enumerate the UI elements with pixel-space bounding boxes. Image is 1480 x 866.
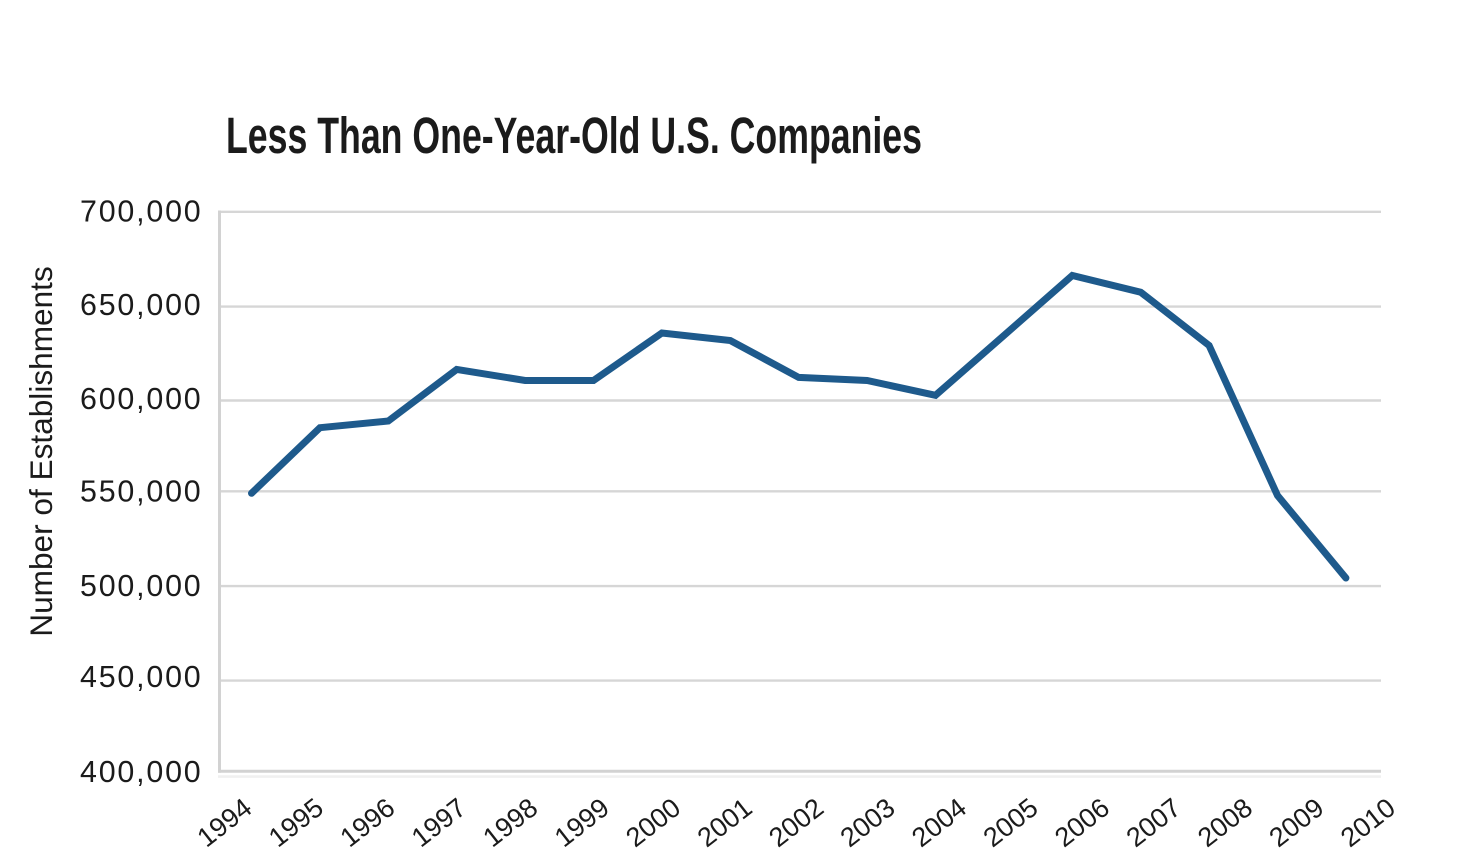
- svg-text:2006: 2006: [1049, 792, 1115, 853]
- svg-text:2007: 2007: [1121, 792, 1187, 853]
- svg-text:Number of Establishments: Number of Establishments: [23, 266, 59, 637]
- svg-text:2010: 2010: [1335, 792, 1401, 853]
- svg-text:1995: 1995: [263, 792, 329, 853]
- svg-text:2003: 2003: [835, 792, 901, 853]
- svg-text:2002: 2002: [763, 792, 829, 853]
- svg-text:1996: 1996: [335, 792, 401, 853]
- svg-text:500,000: 500,000: [80, 569, 202, 603]
- svg-text:1998: 1998: [477, 792, 543, 853]
- svg-text:2000: 2000: [620, 792, 686, 853]
- svg-text:700,000: 700,000: [80, 194, 202, 228]
- svg-text:450,000: 450,000: [80, 660, 202, 694]
- svg-text:2008: 2008: [1192, 792, 1258, 853]
- svg-text:650,000: 650,000: [80, 288, 202, 322]
- svg-text:Less Than One-Year-Old U.S. Co: Less Than One-Year-Old U.S. Companies: [226, 107, 922, 164]
- svg-text:2009: 2009: [1264, 792, 1330, 853]
- svg-text:2005: 2005: [978, 792, 1044, 853]
- svg-text:2004: 2004: [906, 792, 972, 853]
- svg-text:1997: 1997: [406, 792, 472, 853]
- svg-text:2001: 2001: [692, 792, 758, 853]
- svg-text:550,000: 550,000: [80, 475, 202, 509]
- svg-text:400,000: 400,000: [80, 755, 202, 789]
- svg-text:1999: 1999: [549, 792, 615, 853]
- svg-text:1994: 1994: [192, 792, 258, 853]
- svg-text:600,000: 600,000: [80, 382, 202, 416]
